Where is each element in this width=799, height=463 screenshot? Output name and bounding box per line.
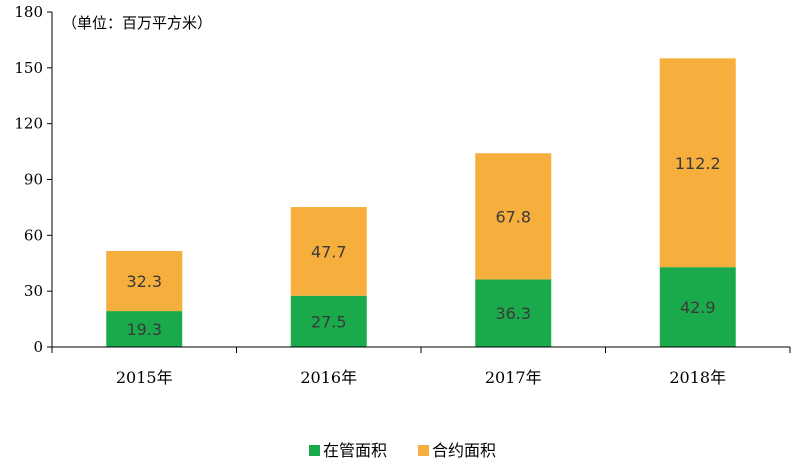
data-label: 67.8 [495, 207, 531, 226]
legend-swatch [309, 445, 320, 456]
bar-segment [475, 153, 552, 280]
y-tick-label: 120 [14, 115, 43, 133]
legend-swatch [418, 445, 429, 456]
data-label: 36.3 [495, 304, 531, 323]
x-tick-label: 2017年 [485, 368, 542, 387]
bars: 19.3 32.3 27.5 47.7 36.3 67.8 42.9 112.2 [106, 58, 736, 347]
bar-segment [290, 207, 367, 296]
y-tick-label: 30 [24, 282, 43, 300]
x-tick-label: 2015年 [116, 368, 173, 387]
data-label: 19.3 [126, 320, 162, 339]
bar-segment [290, 295, 367, 347]
y-tick-label: 0 [33, 338, 43, 356]
y-tick-label: 90 [24, 171, 43, 189]
data-label: 32.3 [126, 272, 162, 291]
data-label: 112.2 [675, 154, 721, 173]
x-tick-label: 2016年 [300, 368, 357, 387]
bar-segment [106, 311, 183, 347]
data-label: 27.5 [311, 312, 347, 331]
x-axis: 2015年 2016年 2017年 2018年 [51, 346, 791, 387]
data-label: 42.9 [680, 298, 716, 317]
bar-segment [106, 250, 183, 312]
bar-segment [475, 279, 552, 347]
x-tick-label: 2018年 [669, 368, 726, 387]
bar-segment [659, 267, 736, 347]
y-axis: 0 30 60 90 120 150 180 [14, 3, 53, 356]
y-tick-label: 60 [24, 226, 43, 244]
y-tick-label: 150 [14, 59, 43, 77]
legend-label: 在管面积 [323, 441, 387, 460]
legend: 在管面积 合约面积 [309, 441, 496, 460]
unit-label: （单位：百万平方米） [62, 14, 212, 32]
bar-segment [659, 58, 736, 268]
legend-label: 合约面积 [432, 441, 496, 460]
data-label: 47.7 [311, 242, 347, 261]
y-tick-label: 180 [14, 3, 43, 21]
